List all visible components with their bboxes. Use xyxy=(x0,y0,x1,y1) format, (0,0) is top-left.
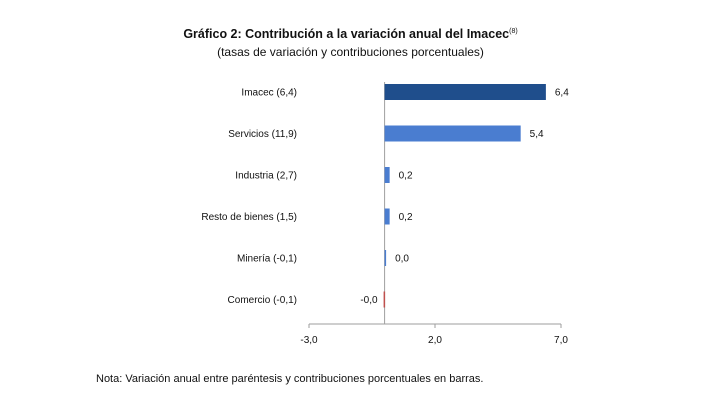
category-label: Servicios (11,9) xyxy=(228,129,297,140)
chart-note: Nota: Variación anual entre paréntesis y… xyxy=(96,373,484,385)
bar xyxy=(384,208,390,225)
chart-title-footnote: (8) xyxy=(509,27,518,35)
chart-title: Gráfico 2: Contribución a la variación a… xyxy=(0,27,701,41)
chart-subtitle: (tasas de variación y contribuciones por… xyxy=(217,45,484,59)
bar xyxy=(383,291,386,308)
x-tick-label: 7,0 xyxy=(554,335,568,346)
chart-title-text: Gráfico 2: Contribución a la variación a… xyxy=(183,27,510,41)
category-label: Industria (2,7) xyxy=(235,171,297,182)
category-label: Comercio (-0,1) xyxy=(228,295,297,306)
x-tick-label: -3,0 xyxy=(300,335,318,346)
bar xyxy=(384,125,521,142)
category-label: Resto de bienes (1,5) xyxy=(201,212,297,223)
data-label: 0,2 xyxy=(399,212,413,223)
bar xyxy=(384,167,390,183)
data-label: 0,2 xyxy=(399,171,413,182)
data-label: -0,0 xyxy=(360,295,378,306)
x-tick-label: 2,0 xyxy=(428,335,442,346)
data-label: 6,4 xyxy=(555,88,569,99)
bar xyxy=(384,250,387,266)
bar xyxy=(384,84,546,100)
category-label: Imacec (6,4) xyxy=(241,88,297,99)
data-label: 5,4 xyxy=(530,129,544,140)
category-label: Minería (-0,1) xyxy=(237,254,297,265)
data-label: 0,0 xyxy=(395,254,409,265)
